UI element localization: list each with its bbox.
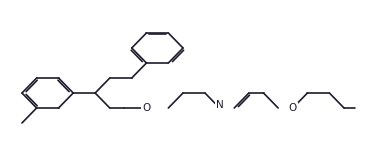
Text: O: O [142,103,150,113]
Text: N: N [216,100,224,110]
Text: O: O [289,103,297,113]
